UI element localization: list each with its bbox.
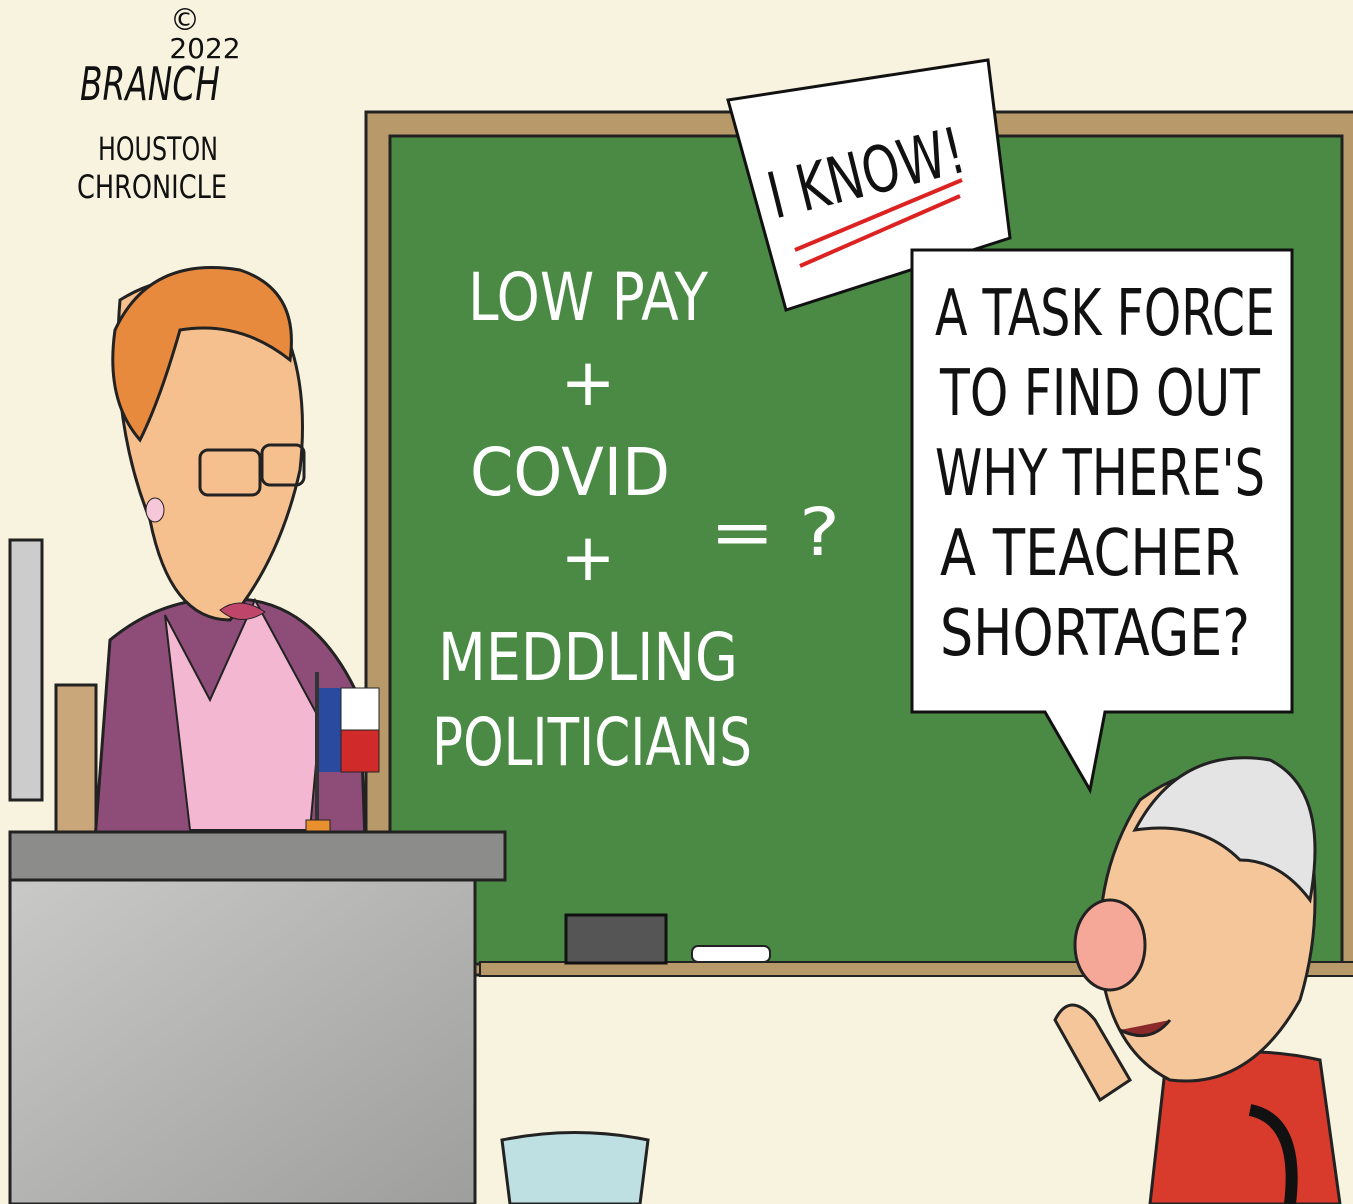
flag-blue — [319, 688, 341, 772]
flag-red — [341, 730, 379, 772]
chalk-line: + — [560, 344, 615, 421]
bubble-line: A TASK FORCE — [935, 277, 1275, 351]
chalk-result: = ? — [710, 494, 840, 571]
page: LOW PAY + COVID + MEDDLING POLITICIANS =… — [0, 0, 1353, 1204]
chalk-line: MEDDLING — [438, 619, 738, 696]
bubble-line: WHY THERE'S — [935, 437, 1265, 511]
bubble-line: SHORTAGE? — [940, 597, 1250, 671]
publication: HOUSTON — [98, 130, 218, 168]
cartoon: LOW PAY + COVID + MEDDLING POLITICIANS =… — [0, 0, 1353, 1204]
bubble-line: TO FIND OUT — [939, 357, 1260, 431]
chalk — [692, 946, 770, 962]
chair — [56, 685, 96, 835]
bubble-line: A TEACHER — [940, 517, 1240, 591]
earring — [146, 498, 164, 522]
desk-top — [10, 832, 505, 880]
chalk-line: COVID — [470, 434, 670, 511]
governor-nose — [1075, 900, 1145, 990]
chalk-line: + — [560, 519, 615, 596]
publication: CHRONICLE — [77, 168, 227, 206]
chalk-line: LOW PAY — [468, 259, 709, 336]
eraser — [566, 915, 666, 963]
flag-white — [341, 688, 379, 730]
monitor — [10, 540, 42, 800]
glass — [502, 1133, 648, 1204]
artist: BRANCH — [80, 57, 220, 111]
desk-front — [10, 880, 475, 1204]
chalk-line: POLITICIANS — [432, 704, 752, 781]
